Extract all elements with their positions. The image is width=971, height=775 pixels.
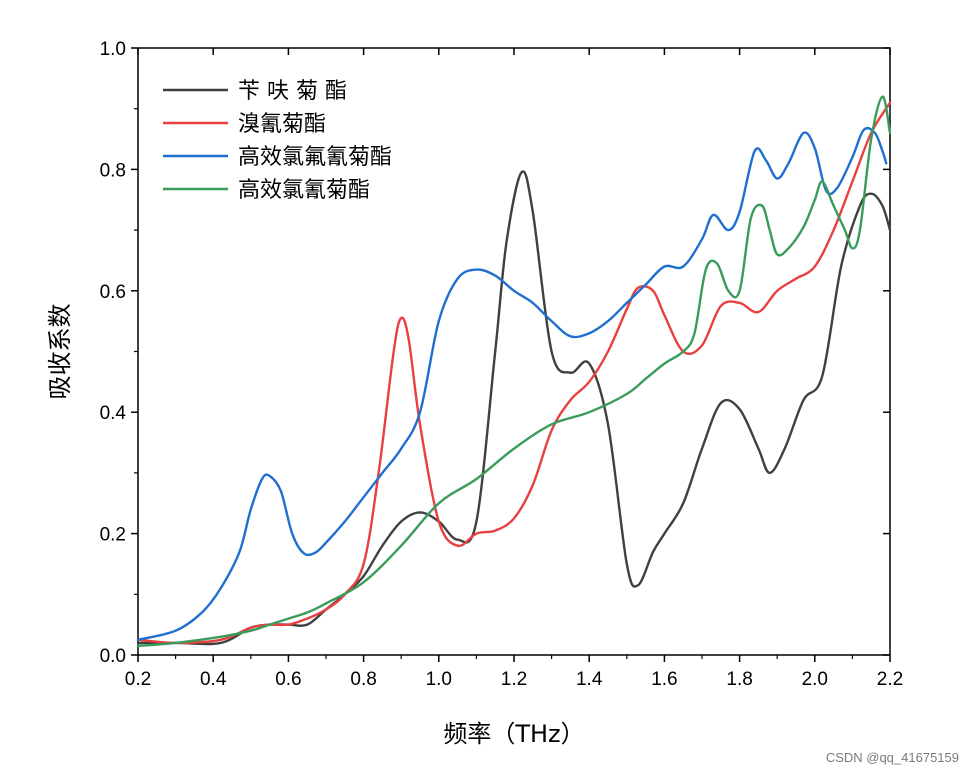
axis-ticks: 0.2 0.4 0.6 0.8 1.0 1.2 1.4 1.6 1.8 2.0 2.20.00.20… — [100, 39, 904, 690]
x-tick-label: 1.4 — [576, 669, 603, 690]
x-tick-label: 0.4 — [200, 669, 227, 690]
series-line-benfuracarb — [136, 170, 892, 646]
y-tick-label: 0.4 — [100, 403, 127, 424]
y-tick-label: 0.8 — [100, 160, 126, 181]
series-lines — [136, 95, 892, 648]
x-tick-label: 1.8 — [726, 669, 752, 690]
x-tick-label: 1.0 — [426, 669, 452, 690]
x-tick-label: 0.6 — [275, 669, 301, 690]
x-tick-label: 0.8 — [350, 669, 376, 690]
y-tick-label: 0.0 — [100, 646, 126, 667]
y-axis-title: 吸收系数 — [46, 304, 74, 400]
plot-frame — [137, 47, 891, 656]
legend-label: 溴氰菊酯 — [238, 112, 326, 137]
y-tick-label: 0.6 — [100, 282, 126, 303]
x-tick-label: 2.0 — [802, 669, 828, 690]
y-tick-label: 1.0 — [100, 39, 126, 60]
x-axis-title: 频率（THz） — [443, 720, 584, 748]
y-tick-label: 0.2 — [100, 525, 126, 546]
x-tick-label: 1.2 — [501, 669, 527, 690]
legend-label: 苄 呋 菊 酯 — [238, 79, 347, 104]
x-tick-label: 0.2 — [125, 669, 151, 690]
watermark-text: CSDN @qq_41675159 — [825, 750, 959, 765]
x-tick-label: 1.6 — [651, 669, 677, 690]
series-line-deltamethrin — [136, 101, 892, 645]
legend-label: 高效氯氰菊酯 — [238, 178, 370, 203]
series-line-beta-cypermethrin — [136, 95, 892, 648]
x-tick-label: 2.2 — [877, 669, 903, 690]
series-line-lambda-cyhalothrin — [136, 126, 888, 641]
legend-label: 高效氯氟氰菊酯 — [238, 145, 392, 170]
